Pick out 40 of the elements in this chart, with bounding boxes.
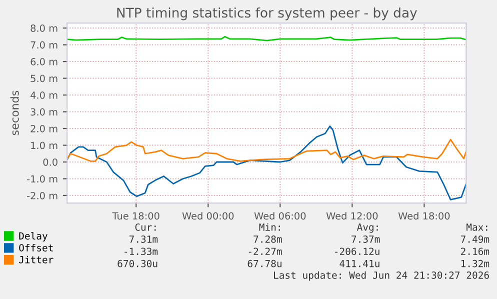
- y-tick-label: 6.0 m: [30, 58, 58, 66]
- y-tick-label: 8.0 m: [30, 24, 58, 32]
- text: 1.32m: [461, 260, 490, 268]
- text: 7.37m: [352, 235, 380, 243]
- text: -2.27m: [248, 248, 282, 255]
- text: 2.16m: [461, 248, 490, 256]
- y-tick-label: 3.0 m: [30, 108, 58, 116]
- text: -1.33m: [124, 248, 158, 256]
- text: Last update: Wed Jun 24 21:30:27 2026: [274, 271, 489, 281]
- chart-title: NTP timing statistics for system peer - by day: [117, 7, 417, 20]
- x-tick-label: Wed 12:00: [326, 212, 378, 220]
- y-tick-label: -2.0 m: [27, 192, 58, 200]
- line-series: [67, 125, 466, 200]
- text: 7.31m: [129, 235, 158, 243]
- y-axis-title: seconds: [10, 90, 19, 136]
- text: Avg:: [356, 224, 378, 233]
- y-tick-label: 4.0 m: [30, 92, 58, 99]
- text: Cur:: [135, 223, 156, 231]
- line-series: [67, 138, 466, 162]
- text: 7.49m: [460, 235, 490, 243]
- legend-label: Offset: [19, 244, 53, 252]
- y-tick-label: 7.0 m: [30, 41, 58, 49]
- text: 7.28m: [254, 235, 282, 243]
- text: 670.30u: [118, 260, 158, 268]
- x-tick-label: Wed 06:00: [254, 212, 306, 220]
- y-tick-label: 5.0 m: [30, 74, 58, 82]
- legend-label: Delay: [19, 232, 48, 242]
- text: 411.41u: [340, 260, 380, 268]
- y-tick-label: 0.0: [43, 158, 58, 166]
- text: Max:: [466, 224, 488, 231]
- text: 67.78u: [248, 260, 282, 268]
- x-tick-label: Tue 18:00: [112, 212, 160, 220]
- text: Min:: [259, 223, 280, 231]
- text: -206.12u: [335, 248, 380, 256]
- y-tick-label: 1.0 m: [31, 142, 58, 150]
- x-tick-label: Wed 00:00: [182, 212, 234, 220]
- y-tick-label: -1.0 m: [27, 175, 58, 183]
- x-tick-label: Wed 18:00: [398, 212, 450, 220]
- y-tick-label: 2.0 m: [30, 124, 58, 132]
- legend-label: Jitter: [19, 256, 54, 264]
